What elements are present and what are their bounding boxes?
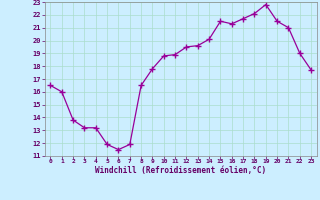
- X-axis label: Windchill (Refroidissement éolien,°C): Windchill (Refroidissement éolien,°C): [95, 166, 266, 175]
